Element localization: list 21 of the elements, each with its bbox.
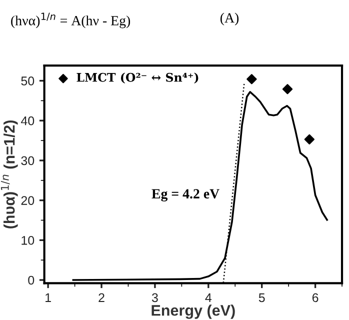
x-tick-label: 5 — [258, 293, 265, 302]
y-tick-label: 30 — [21, 156, 34, 166]
y-tick-label: 40 — [20, 116, 34, 126]
y-axis-title: (hυα)$^{1/n}$ (n=1/2) — [0, 120, 18, 228]
x-tick-label: 2 — [98, 293, 104, 302]
annotation: Eg = 4.2 eV — [152, 189, 220, 202]
x-axis-title: Energy (eV) — [152, 304, 235, 319]
point — [282, 84, 293, 94]
x-tick-label: 4 — [205, 293, 212, 302]
point — [304, 134, 315, 144]
x-tick-label: 1 — [46, 293, 51, 302]
y-tick-label: 0 — [28, 276, 34, 285]
text: (A) — [220, 12, 239, 26]
point — [246, 74, 257, 84]
chart-title: (hνα)$^{1/n}$ = A(hν - Eg) — [11, 12, 130, 28]
y-tick-label: 20 — [21, 196, 34, 205]
legend-label: LMCT (O²⁻ ↔ Sn⁴⁺) — [76, 72, 198, 84]
y-tick-label: 10 — [22, 236, 34, 245]
x-tick-label: 3 — [152, 293, 158, 302]
x-tick-label: 6 — [312, 293, 318, 302]
y-tick-label: 50 — [21, 76, 34, 86]
